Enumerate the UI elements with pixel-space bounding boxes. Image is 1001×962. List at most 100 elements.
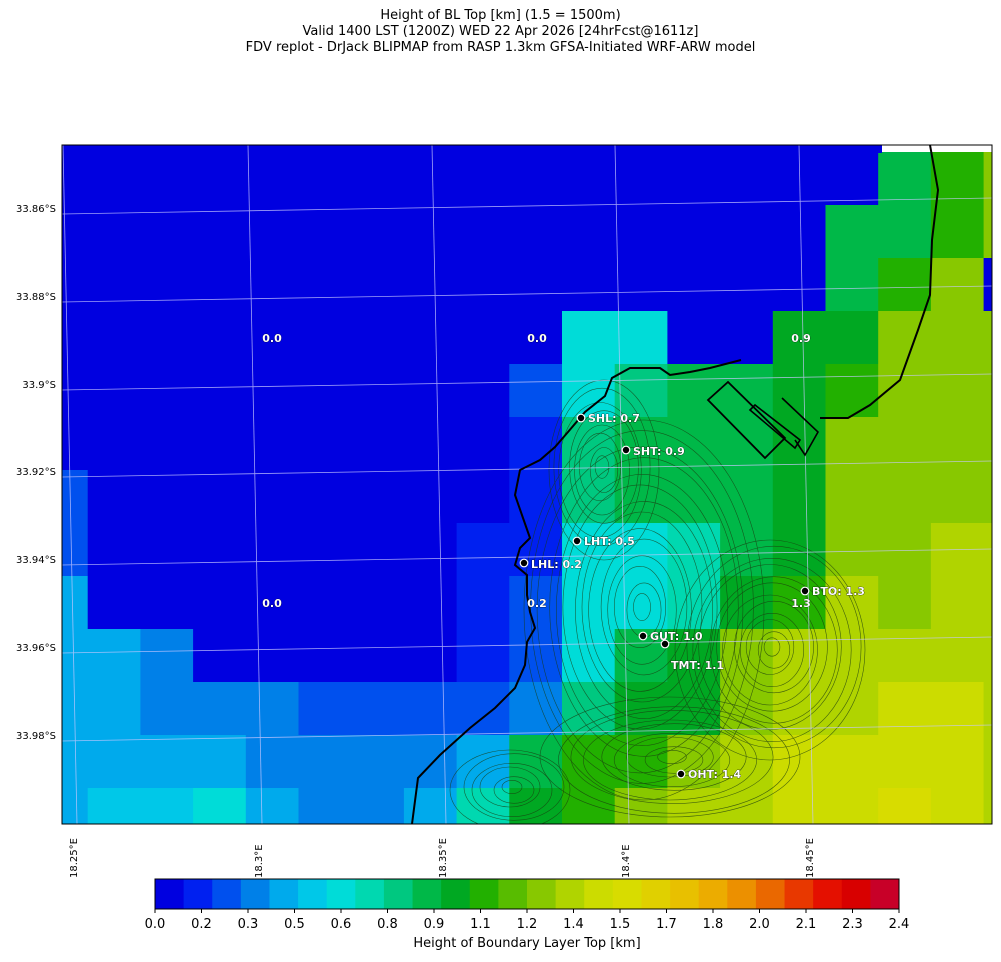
field-cell	[87, 576, 141, 630]
field-cell	[62, 364, 89, 418]
graticule-parallel	[62, 724, 992, 742]
field-cell	[667, 417, 721, 471]
colorbar-segment	[727, 879, 757, 909]
terrain-contour	[633, 593, 651, 621]
field-cell	[351, 470, 405, 524]
field-cell	[562, 523, 616, 577]
cell-value-labels: 0.0 0.0 0.9 0.0 0.2 1.3	[262, 332, 811, 611]
field-cell	[35, 894, 88, 948]
colorbar-segment	[441, 879, 471, 909]
terrain-contour	[493, 776, 535, 804]
field-cell	[562, 788, 616, 824]
field-cell	[298, 735, 352, 789]
field-cell	[62, 152, 89, 206]
colorbar-segment	[412, 879, 442, 909]
field-cell	[62, 629, 89, 683]
field-cell	[878, 417, 932, 471]
station-label-sht: SHT: 0.9	[633, 445, 685, 458]
coastline-west	[411, 359, 742, 824]
field-cell	[298, 470, 352, 524]
field-cell	[298, 258, 352, 312]
field-cell	[403, 470, 458, 524]
field-cell	[87, 470, 141, 524]
graticule-parallel	[62, 285, 992, 303]
field-cell	[720, 788, 774, 824]
field-cell	[614, 735, 668, 789]
field-cell	[825, 311, 879, 365]
colorbar-tick-label: 1.7	[656, 917, 677, 932]
field-cell	[140, 682, 194, 736]
field-cell	[931, 894, 984, 948]
field-cell	[456, 629, 510, 683]
terrain-contour	[626, 736, 714, 778]
colorbar-segment	[555, 879, 585, 909]
field-cell	[614, 311, 668, 365]
field-cell	[351, 523, 405, 577]
colorbar-tick-label: 1.2	[516, 917, 538, 932]
field-cell	[878, 258, 932, 312]
field-cell	[509, 735, 563, 789]
field-cell	[562, 152, 616, 206]
field-cell	[87, 735, 141, 789]
station-label-lhl: LHL: 0.2	[531, 558, 582, 571]
terrain-contours	[449, 379, 866, 824]
field-cell	[456, 523, 510, 577]
terrain-contour	[594, 455, 610, 479]
field-cell	[62, 523, 89, 577]
field-cell	[245, 788, 300, 824]
field-cell	[456, 311, 510, 365]
graticule-parallel	[62, 548, 992, 566]
field-cell	[667, 311, 721, 365]
field-cell	[193, 152, 247, 206]
colorbar-tick-label: 2.4	[888, 917, 910, 932]
cell-value-label: 0.0	[262, 332, 282, 345]
colorbar-segment	[355, 879, 385, 909]
field-cell	[298, 523, 352, 577]
terrain-contour	[523, 419, 765, 801]
field-cell	[983, 682, 992, 736]
field-cell	[562, 258, 616, 312]
field-cell	[245, 311, 300, 365]
field-cell	[456, 205, 510, 259]
field-cell	[983, 470, 992, 524]
terrain-contour	[710, 576, 838, 724]
field-cell	[667, 523, 721, 577]
field-cell	[825, 629, 879, 683]
station-label-oht: OHT: 1.4	[688, 768, 742, 781]
terrain-contour	[570, 709, 774, 804]
field-cell	[403, 417, 458, 471]
colorbar-segment	[612, 879, 642, 909]
field-cell	[614, 205, 668, 259]
colorbar-segment	[155, 879, 185, 909]
field-cell	[930, 682, 985, 736]
field-cell	[403, 788, 458, 824]
colorbar-segment	[670, 879, 700, 909]
field-cell	[87, 364, 141, 418]
latitude-label: 33.98°S	[16, 731, 56, 742]
terrain-contour	[449, 749, 571, 824]
field-cell	[930, 258, 985, 312]
colorbar	[154, 878, 900, 913]
field-cell	[930, 205, 985, 259]
cell-value-label: 0.2	[527, 597, 547, 610]
latitude-label: 33.92°S	[16, 467, 56, 478]
field-cell	[614, 417, 668, 471]
field-cell	[878, 735, 932, 789]
field-cell	[930, 364, 985, 418]
field-cell	[245, 523, 300, 577]
field-cell	[930, 735, 985, 789]
field-cell	[403, 735, 458, 789]
field-cell	[351, 152, 405, 206]
field-cell	[298, 364, 352, 418]
colorbar-segment	[698, 879, 728, 909]
field-cell	[351, 629, 405, 683]
field-cell	[825, 258, 879, 312]
terrain-contour	[549, 457, 739, 757]
field-cell	[614, 152, 668, 206]
terrain-contour	[763, 637, 781, 657]
field-cell	[720, 364, 774, 418]
terrain-contour	[657, 749, 687, 764]
field-cell	[614, 364, 668, 418]
